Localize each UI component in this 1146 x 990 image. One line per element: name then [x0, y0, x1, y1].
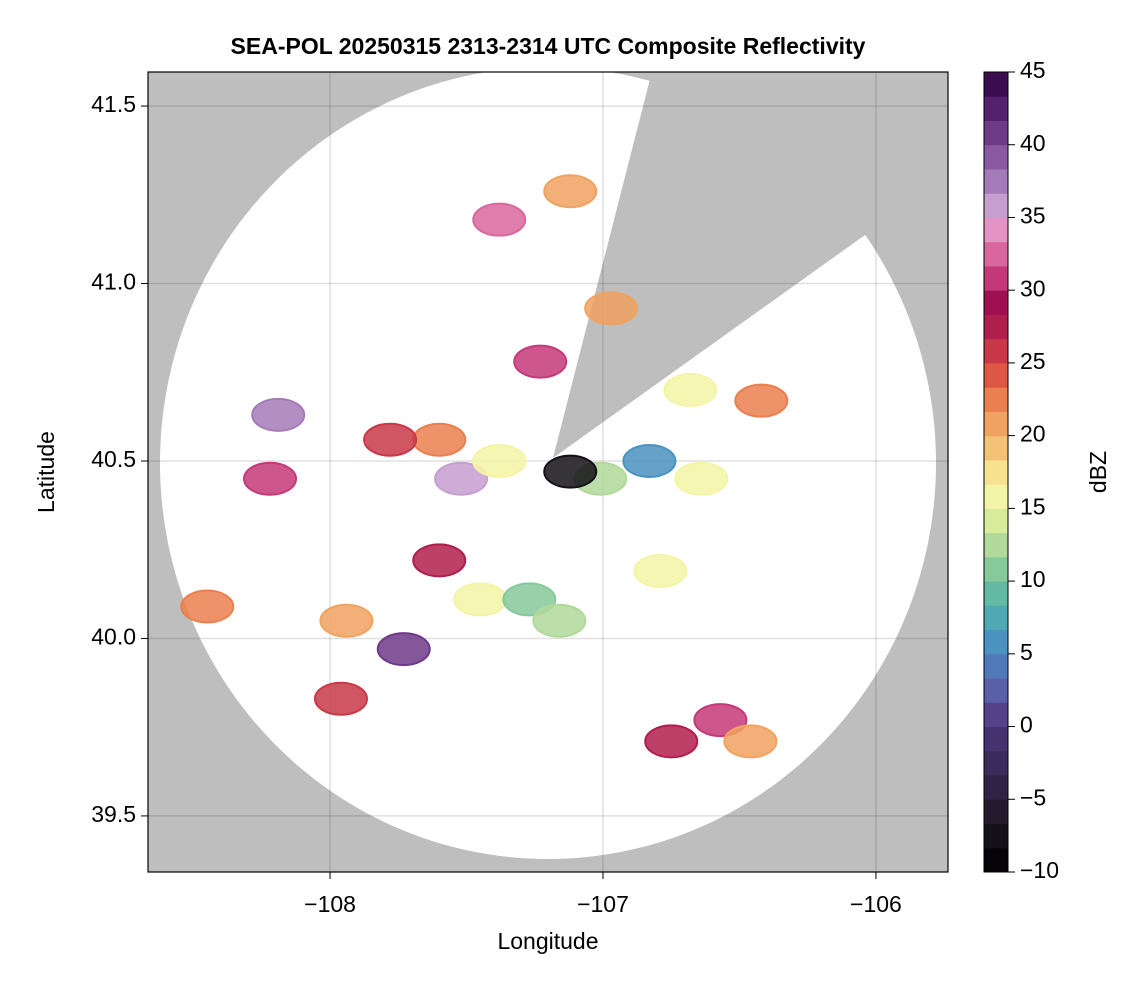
colorbar-band [984, 484, 1008, 509]
y-tick-label: 40.0 [91, 624, 136, 650]
colorbar-band [984, 314, 1008, 340]
echo-cell [363, 422, 418, 457]
echo-cell [376, 632, 431, 667]
y-axis-label: Latitude [33, 431, 59, 513]
y-tick-label: 39.5 [91, 801, 136, 827]
y-tick-label: 40.5 [91, 446, 136, 472]
echo-cell [674, 461, 729, 496]
colorbar-band [984, 702, 1008, 728]
echo-cell [180, 589, 235, 624]
echo-cell [723, 724, 778, 759]
colorbar-tick-label: −10 [1020, 857, 1059, 883]
colorbar-band [984, 217, 1008, 243]
x-tick-label: −108 [304, 891, 356, 917]
echo-cell [734, 383, 789, 418]
colorbar-band [984, 193, 1008, 218]
echo-cell [313, 681, 368, 716]
chart-title: SEA-POL 20250315 2313-2314 UTC Composite… [231, 33, 866, 59]
echo-cell [513, 344, 568, 379]
colorbar-tick-label: 0 [1020, 712, 1033, 738]
colorbar-band [984, 629, 1008, 655]
echo-cell [532, 603, 587, 638]
echo-cell [663, 373, 718, 408]
blocked-sector [553, 72, 948, 458]
echo-cell [472, 202, 527, 237]
colorbar-band [984, 120, 1008, 146]
echo-cell [251, 397, 306, 432]
x-tick-label: −106 [850, 891, 902, 917]
colorbar-frame [983, 71, 1009, 873]
echo-cell [434, 461, 489, 496]
echo-cell [633, 554, 688, 589]
colorbar-band [984, 532, 1008, 558]
colorbar-band [984, 387, 1008, 412]
y-tick-label: 41.0 [91, 269, 136, 295]
colorbar-band [984, 726, 1008, 752]
colorbar-band [984, 96, 1008, 121]
echoes [180, 174, 789, 759]
colorbar-band [984, 144, 1008, 170]
colorbar-tick-label: 5 [1020, 639, 1033, 665]
colorbar-band [984, 653, 1008, 679]
map-background [148, 72, 948, 872]
echo-cell [543, 174, 598, 209]
colorbar-tick-label: 25 [1020, 348, 1046, 374]
colorbar-tick-label: 15 [1020, 493, 1046, 519]
echo-cell [243, 461, 298, 496]
echo-cell [319, 603, 374, 638]
colorbar: −10 −5 0 5 10 15 20 25 30 35 40 45 [983, 57, 1059, 883]
colorbar-band [984, 362, 1008, 388]
colorbar-tick-label: 40 [1020, 130, 1046, 156]
colorbar-band [984, 799, 1008, 825]
echo-cell [644, 724, 699, 759]
echo-cell [412, 422, 467, 457]
colorbar-label: dBZ [1085, 451, 1111, 493]
echo-cell [453, 582, 508, 617]
colorbar-band [984, 847, 1008, 873]
colorbar-tick-label: 45 [1020, 57, 1046, 83]
colorbar-band [984, 241, 1008, 267]
colorbar-band [984, 338, 1008, 364]
echo-cell [584, 291, 639, 326]
colorbar-band [984, 823, 1008, 849]
colorbar-band [984, 750, 1008, 776]
colorbar-band [984, 411, 1008, 437]
y-tick-label: 41.5 [91, 91, 136, 117]
plot-frame [147, 71, 949, 873]
colorbar-band [984, 556, 1008, 582]
echo-cell [543, 454, 598, 489]
colorbar-band [984, 605, 1008, 631]
colorbar-tick-label: 20 [1020, 421, 1046, 447]
colorbar-band [984, 168, 1008, 194]
colorbar-band [984, 72, 1008, 97]
x-tick-label: −107 [577, 891, 629, 917]
colorbar-band [984, 508, 1008, 534]
colorbar-band [984, 459, 1008, 485]
colorbar-band [984, 435, 1008, 461]
colorbar-band [984, 581, 1008, 606]
colorbar-tick-label: 10 [1020, 566, 1046, 592]
x-axis-label: Longitude [497, 928, 598, 954]
colorbar-band [984, 678, 1008, 703]
echo-cell [472, 443, 527, 478]
echo-cell [412, 543, 467, 578]
colorbar-band [984, 265, 1008, 291]
colorbar-tick-label: 30 [1020, 275, 1046, 301]
colorbar-tick-label: −5 [1020, 784, 1046, 810]
colorbar-tick-label: 35 [1020, 203, 1046, 229]
grid [148, 72, 948, 872]
echo-cell [502, 582, 557, 617]
echo-cell [622, 443, 677, 478]
echo-cell [693, 703, 748, 738]
colorbar-band [984, 290, 1008, 315]
colorbar-band [984, 775, 1008, 800]
